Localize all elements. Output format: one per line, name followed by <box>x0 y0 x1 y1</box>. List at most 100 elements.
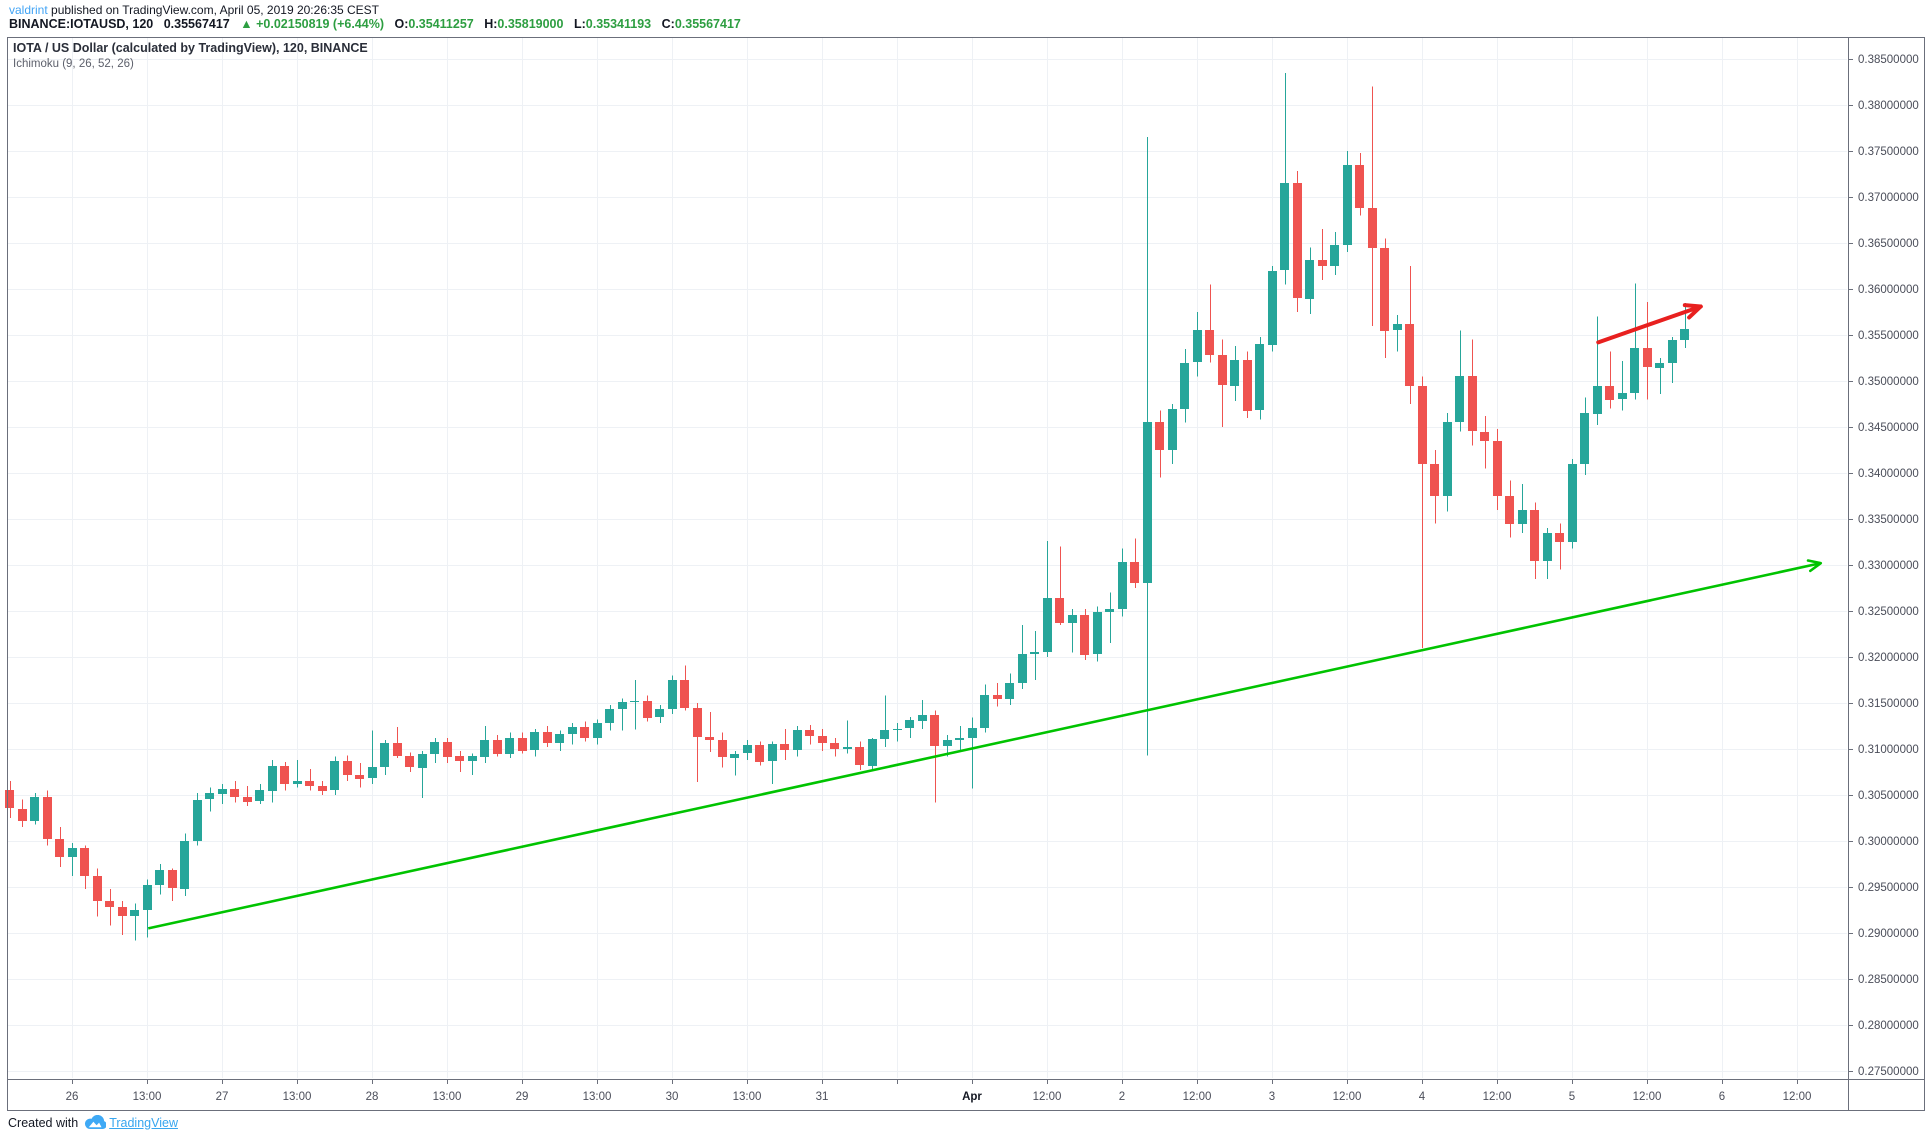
candle <box>1455 330 1464 432</box>
candle-body <box>330 761 339 790</box>
candle <box>630 680 639 730</box>
candle <box>593 719 602 745</box>
candle-body <box>1668 340 1677 363</box>
username-link[interactable]: valdrint <box>9 3 48 17</box>
candle-body <box>655 709 664 717</box>
candle-body <box>1555 533 1564 542</box>
publish-info-line: valdrint published on TradingView.com, A… <box>9 3 379 17</box>
candlestick-series <box>5 72 1689 941</box>
candle-body <box>1243 360 1252 411</box>
x-axis-label: 5 <box>1569 1091 1575 1103</box>
candle <box>368 730 377 784</box>
candle <box>405 752 414 772</box>
candle-body <box>118 907 127 916</box>
candle <box>880 695 889 748</box>
x-axis-label: 27 <box>216 1091 229 1103</box>
candle <box>1555 523 1564 570</box>
candle-body <box>593 723 602 738</box>
x-axis-label: 12:00 <box>1033 1091 1062 1103</box>
candle-body <box>830 743 839 749</box>
candle-body <box>430 742 439 754</box>
candle <box>255 783 264 805</box>
candle-body <box>130 910 139 916</box>
candle-body <box>1318 260 1327 266</box>
candle-body <box>105 901 114 907</box>
candle-body <box>743 745 752 753</box>
candle <box>93 868 102 917</box>
candle <box>1480 415 1489 469</box>
candle-body <box>1180 363 1189 409</box>
candle <box>1343 151 1352 253</box>
candle <box>1318 229 1327 280</box>
candle-body <box>1280 183 1289 270</box>
candle <box>68 842 77 876</box>
candle-body <box>1230 360 1239 386</box>
indicator-label[interactable]: Ichimoku (9, 26, 52, 26) <box>13 58 134 70</box>
candle <box>1668 336 1677 383</box>
candle-body <box>443 742 452 757</box>
plot-area[interactable] <box>7 37 1924 1110</box>
candle-body <box>393 743 402 756</box>
candle <box>668 675 677 715</box>
candle <box>568 723 577 745</box>
candle <box>1543 528 1552 579</box>
trendline-drawing[interactable] <box>147 559 1823 930</box>
x-axis-label: 26 <box>66 1091 79 1103</box>
candle <box>30 793 39 825</box>
candle <box>5 781 14 818</box>
candle-body <box>455 756 464 761</box>
candle <box>130 903 139 941</box>
candle-body <box>1305 260 1314 299</box>
candle <box>1068 609 1077 653</box>
candle-body <box>1443 422 1452 496</box>
time-axis[interactable]: 26 13:00 27 13:00 28 13:00 29 13:00 30 13:00 31 Apr… <box>66 1079 1812 1103</box>
red-arrow-drawing[interactable] <box>1596 303 1703 345</box>
x-axis-label: 12:00 <box>1333 1091 1362 1103</box>
candle <box>743 739 752 761</box>
candle <box>530 728 539 757</box>
candle-body <box>1018 654 1027 683</box>
candle <box>805 725 814 745</box>
green-trendline[interactable] <box>147 561 1822 930</box>
tradingview-brand-link[interactable]: TradingView <box>109 1115 178 1130</box>
candle <box>980 684 989 733</box>
candle <box>118 900 127 935</box>
candle-body <box>730 754 739 758</box>
price-axis[interactable]: 0.38500000 0.38000000 0.37500000 0.37000000… <box>1848 54 1919 1078</box>
candle-body <box>718 740 727 757</box>
candle <box>1518 484 1527 533</box>
candle-body <box>1543 533 1552 561</box>
candle-body <box>1418 386 1427 464</box>
candle-body <box>930 715 939 746</box>
candle-body <box>1680 329 1689 340</box>
candle <box>643 695 652 722</box>
x-axis-label: 12:00 <box>1783 1091 1812 1103</box>
candle-body <box>1043 598 1052 652</box>
candle-body <box>568 727 577 734</box>
red-arrow-line[interactable] <box>1596 304 1703 345</box>
candle-body <box>918 715 927 721</box>
candle-body <box>1605 386 1614 400</box>
candle <box>193 793 202 846</box>
candle <box>1043 541 1052 657</box>
candle <box>1055 546 1064 625</box>
candle <box>243 785 252 807</box>
candle <box>543 726 552 748</box>
candle-body <box>405 756 414 767</box>
candle <box>1205 284 1214 363</box>
candle <box>605 704 614 731</box>
candle <box>830 737 839 757</box>
candle <box>580 721 589 742</box>
candle <box>1080 609 1089 660</box>
candle <box>818 728 827 751</box>
x-axis-label: 28 <box>366 1091 379 1103</box>
candle-body <box>1080 615 1089 655</box>
candle-body <box>543 732 552 743</box>
candle-body <box>705 737 714 740</box>
candle-body <box>230 789 239 797</box>
candle-body <box>993 695 1002 699</box>
candle-body <box>905 720 914 728</box>
y-axis-label: 0.31000000 <box>1858 744 1919 756</box>
candle <box>1168 404 1177 464</box>
